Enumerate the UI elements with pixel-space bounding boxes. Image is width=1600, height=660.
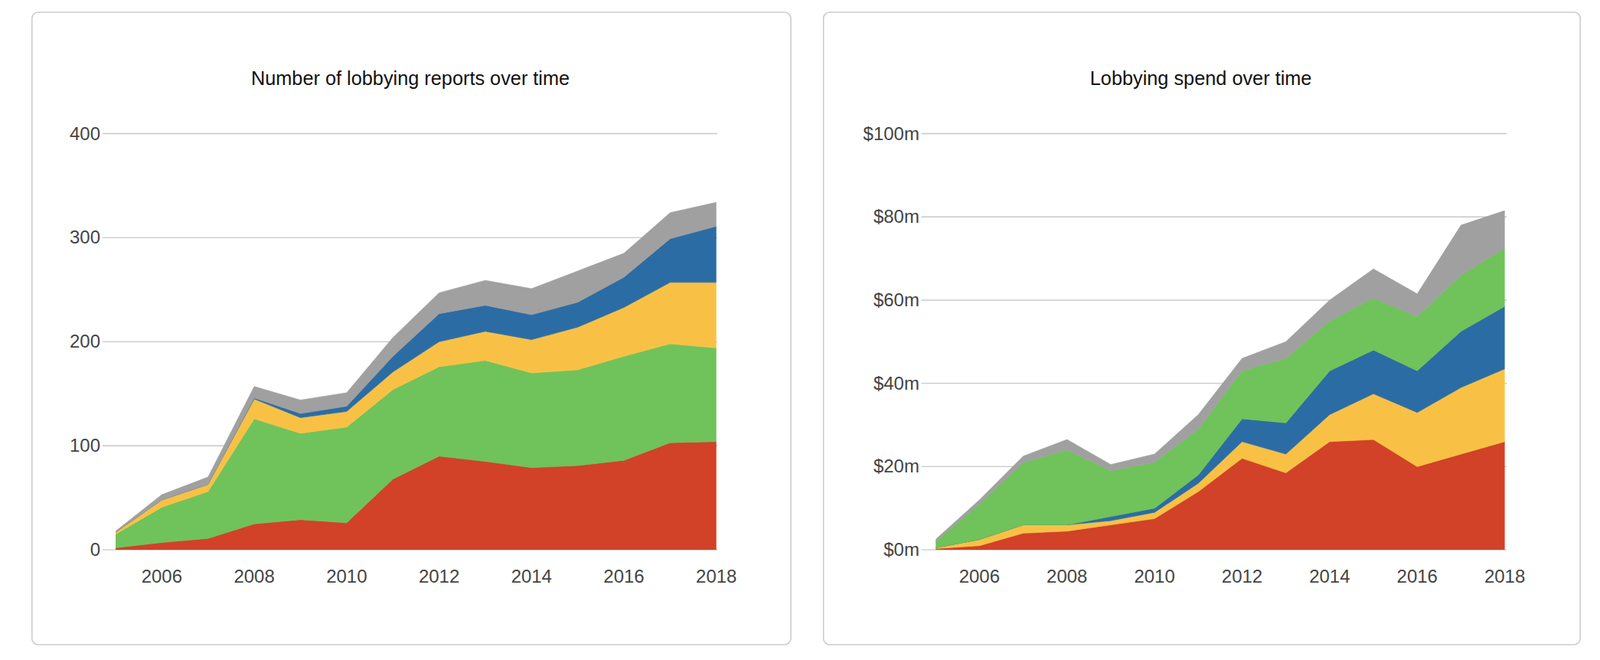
y-tick-label: 0 bbox=[90, 538, 101, 560]
x-tick-label: 2006 bbox=[959, 565, 1000, 587]
x-tick-label: 2010 bbox=[1133, 565, 1175, 587]
y-tick-label: $40m bbox=[873, 372, 920, 394]
x-tick-label: 2016 bbox=[1397, 565, 1438, 587]
x-tick-label: 2014 bbox=[1309, 565, 1350, 587]
x-tick-label: 2008 bbox=[233, 565, 275, 587]
y-tick-label: $80m bbox=[873, 205, 920, 227]
y-tick-label: $20m bbox=[873, 455, 920, 477]
grid-line bbox=[921, 133, 1508, 134]
card bbox=[823, 12, 1581, 645]
grid-line bbox=[921, 216, 1508, 218]
x-tick-label: 2008 bbox=[1046, 565, 1088, 587]
x-tick-label: 2012 bbox=[418, 565, 460, 587]
chart: Lobbying spend over time $0m $20m $40m $60m $… bbox=[823, 12, 1581, 645]
y-tick-label: 200 bbox=[69, 330, 101, 352]
grid-line bbox=[102, 133, 718, 134]
chart: Number of lobbying reports over time 0 100… bbox=[32, 12, 791, 645]
y-tick-label: $100m bbox=[863, 123, 920, 144]
plot-area bbox=[115, 202, 717, 550]
plot-area bbox=[935, 210, 1505, 550]
x-tick-label: 2010 bbox=[326, 565, 367, 587]
y-tick-label: 400 bbox=[69, 123, 101, 144]
y-tick-label: $0m bbox=[883, 538, 920, 560]
area bbox=[935, 210, 1505, 542]
x-tick-label: 2018 bbox=[1484, 565, 1525, 587]
y-tick-label: $60m bbox=[873, 289, 920, 311]
x-tick-label: 2016 bbox=[603, 565, 644, 587]
y-tick-label: 300 bbox=[69, 226, 101, 248]
canvas: Number of lobbying reports over time 0 100… bbox=[0, 0, 1600, 660]
x-tick-label: 2014 bbox=[511, 565, 552, 587]
x-tick-label: 2012 bbox=[1221, 565, 1263, 587]
grid-line bbox=[102, 237, 718, 239]
title: Lobbying spend over time bbox=[1090, 67, 1313, 89]
x-tick-label: 2006 bbox=[141, 565, 183, 587]
y-tick-label: 100 bbox=[69, 434, 101, 456]
card bbox=[32, 12, 791, 645]
title: Number of lobbying reports over time bbox=[251, 67, 570, 89]
area bbox=[115, 202, 717, 533]
x-tick-label: 2018 bbox=[695, 565, 737, 587]
